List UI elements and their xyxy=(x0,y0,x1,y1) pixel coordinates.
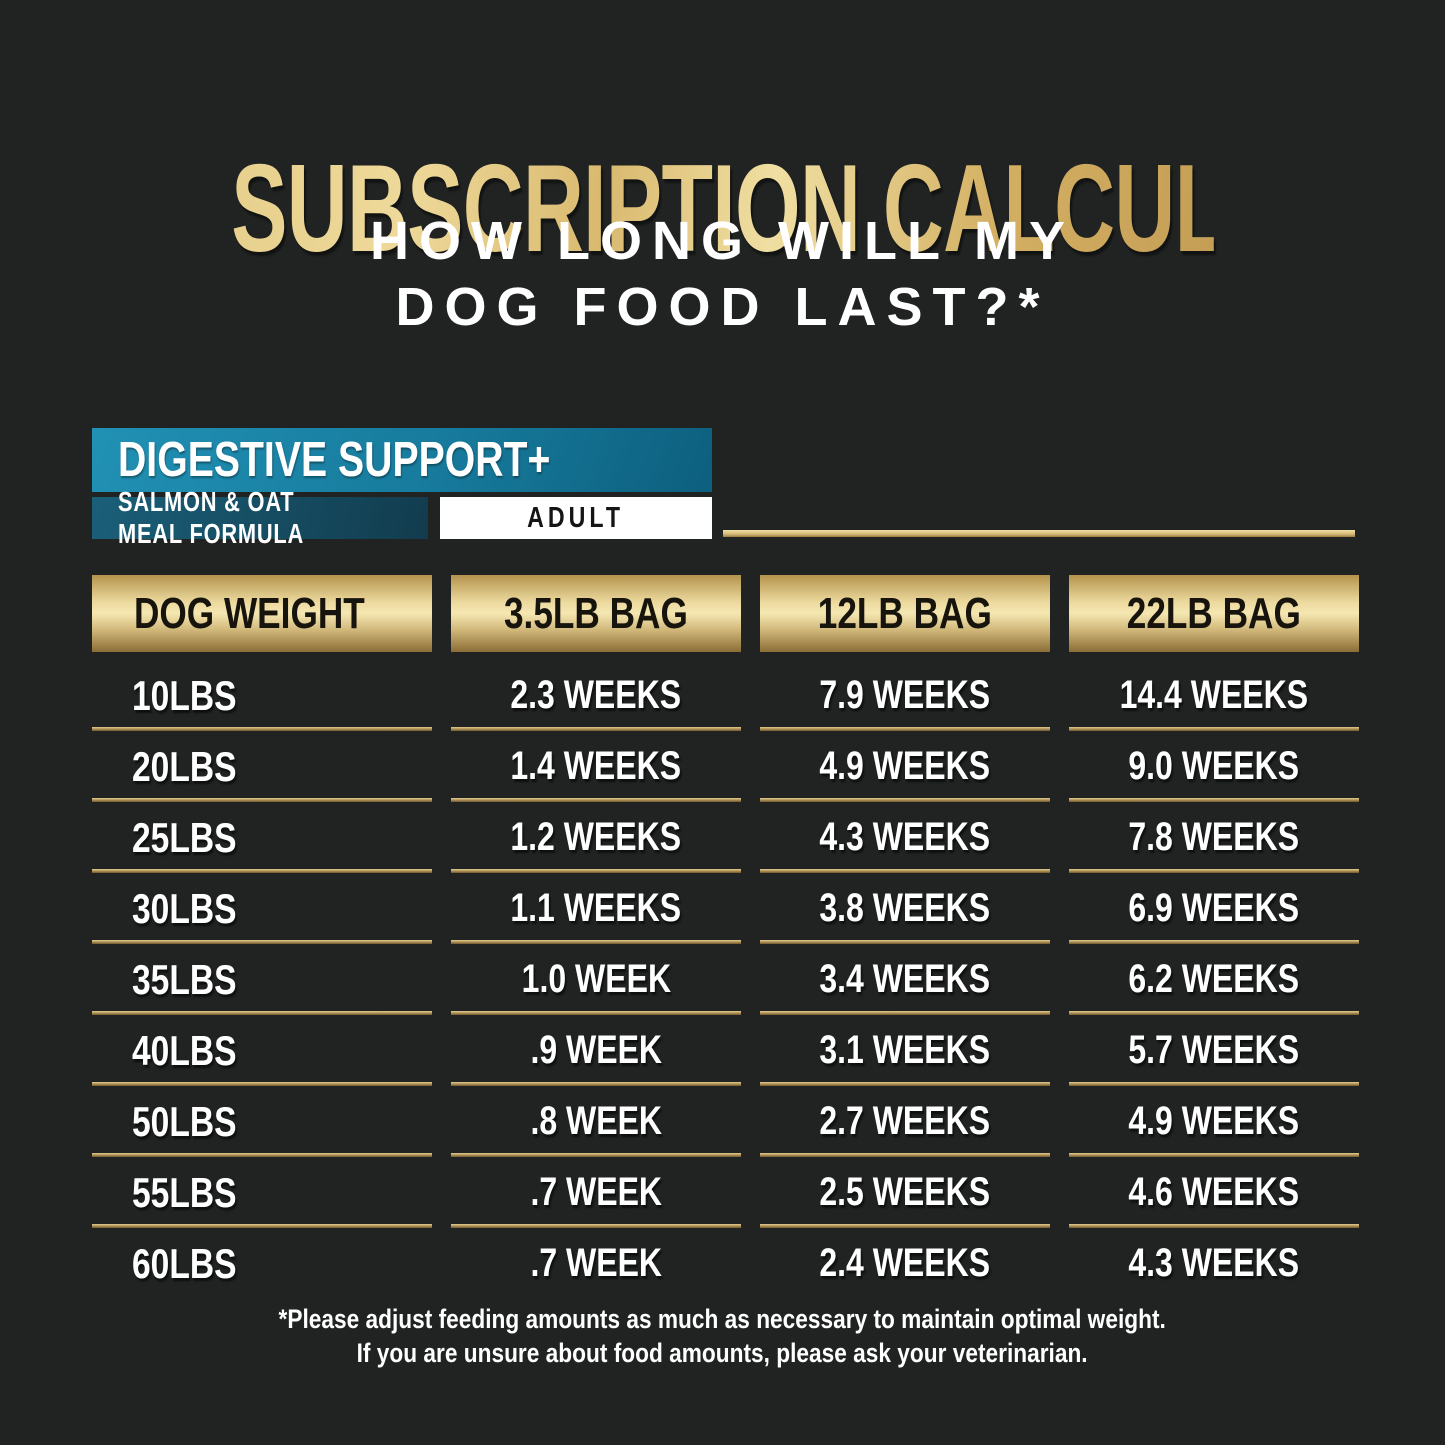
weeks-cell-22lb: 14.4 WEEKS xyxy=(1119,673,1309,717)
header-bag-3-5lb: 3.5LB BAG xyxy=(451,575,741,652)
weeks-cell-3-5lb: 2.3 WEEKS xyxy=(510,673,682,717)
weeks-cell-3-5lb: .7 WEEK xyxy=(530,1241,662,1285)
weeks-cell-12lb: 2.5 WEEKS xyxy=(819,1170,991,1214)
product-banner: DIGESTIVE SUPPORT+ xyxy=(92,428,712,492)
life-stage-label: ADULT xyxy=(527,501,625,534)
table-row: 40LBS .9 WEEK 3.1 WEEKS 5.7 WEEKS xyxy=(92,1015,1359,1086)
dog-weight-cell: 10LBS xyxy=(132,671,237,719)
weeks-cell-22lb: 4.3 WEEKS xyxy=(1128,1241,1300,1285)
footnote-line-1: *Please adjust feeding amounts as much a… xyxy=(278,1304,1167,1334)
dog-weight-cell: 20LBS xyxy=(132,742,237,790)
header-bag-12lb: 12LB BAG xyxy=(760,575,1050,652)
table-row: 20LBS 1.4 WEEKS 4.9 WEEKS 9.0 WEEKS xyxy=(92,731,1359,802)
weeks-cell-12lb: 3.1 WEEKS xyxy=(819,1028,991,1072)
weeks-cell-12lb: 4.9 WEEKS xyxy=(819,744,991,788)
table-row: 50LBS .8 WEEK 2.7 WEEKS 4.9 WEEKS xyxy=(92,1086,1359,1157)
product-name-label: DIGESTIVE SUPPORT+ xyxy=(118,433,551,487)
header-dog-weight-label: DOG WEIGHT xyxy=(134,588,365,638)
dog-weight-cell: 55LBS xyxy=(132,1168,237,1216)
table-row: 10LBS 2.3 WEEKS 7.9 WEEKS 14.4 WEEKS xyxy=(92,660,1359,731)
weeks-cell-12lb: 3.8 WEEKS xyxy=(819,886,991,930)
weeks-cell-22lb: 9.0 WEEKS xyxy=(1128,744,1300,788)
weeks-cell-3-5lb: .8 WEEK xyxy=(530,1099,662,1143)
dog-weight-cell: 25LBS xyxy=(132,813,237,861)
dog-weight-cell: 40LBS xyxy=(132,1026,237,1074)
weeks-cell-3-5lb: 1.2 WEEKS xyxy=(510,815,682,859)
table-row: 60LBS .7 WEEK 2.4 WEEKS 4.3 WEEKS xyxy=(92,1228,1359,1299)
weeks-cell-12lb: 4.3 WEEKS xyxy=(819,815,991,859)
weeks-cell-22lb: 6.2 WEEKS xyxy=(1128,957,1300,1001)
dog-weight-cell: 50LBS xyxy=(132,1097,237,1145)
subtitle-line-1: HOW LONG WILL MY xyxy=(370,211,1075,271)
header-bag-22lb-label: 22LB BAG xyxy=(1126,588,1302,638)
header-bag-22lb: 22LB BAG xyxy=(1069,575,1359,652)
life-stage-badge: ADULT xyxy=(440,497,712,539)
table-row: 35LBS 1.0 WEEK 3.4 WEEKS 6.2 WEEKS xyxy=(92,944,1359,1015)
header-bag-3-5lb-label: 3.5LB BAG xyxy=(504,588,688,638)
weeks-cell-22lb: 5.7 WEEKS xyxy=(1128,1028,1300,1072)
weeks-cell-12lb: 2.4 WEEKS xyxy=(819,1241,991,1285)
footnote-line-2: If you are unsure about food amounts, pl… xyxy=(356,1338,1088,1368)
header-bag-12lb-label: 12LB BAG xyxy=(817,588,993,638)
table-row: 30LBS 1.1 WEEKS 3.8 WEEKS 6.9 WEEKS xyxy=(92,873,1359,944)
weeks-cell-22lb: 4.6 WEEKS xyxy=(1128,1170,1300,1214)
weeks-cell-3-5lb: .7 WEEK xyxy=(530,1170,662,1214)
header-dog-weight: DOG WEIGHT xyxy=(92,575,432,652)
weeks-cell-12lb: 7.9 WEEKS xyxy=(819,673,991,717)
formula-label: SALMON & OAT MEAL FORMULA xyxy=(118,486,305,549)
dog-weight-cell: 60LBS xyxy=(132,1239,237,1287)
weeks-cell-3-5lb: 1.0 WEEK xyxy=(521,957,671,1001)
footnote: *Please adjust feeding amounts as much a… xyxy=(0,1302,1445,1370)
gold-divider-line xyxy=(723,530,1355,537)
table-header-row: DOG WEIGHT 3.5LB BAG 12LB BAG 22LB BAG xyxy=(92,575,1359,652)
weeks-cell-12lb: 3.4 WEEKS xyxy=(819,957,991,1001)
page-subtitle: HOW LONG WILL MY DOG FOOD LAST?* xyxy=(0,208,1445,340)
weeks-cell-12lb: 2.7 WEEKS xyxy=(819,1099,991,1143)
weeks-cell-3-5lb: 1.1 WEEKS xyxy=(510,886,682,930)
weeks-cell-3-5lb: 1.4 WEEKS xyxy=(510,744,682,788)
dog-weight-cell: 35LBS xyxy=(132,955,237,1003)
dog-weight-cell: 30LBS xyxy=(132,884,237,932)
subtitle-line-2: DOG FOOD LAST?* xyxy=(395,277,1050,337)
table-row: 25LBS 1.2 WEEKS 4.3 WEEKS 7.8 WEEKS xyxy=(92,802,1359,873)
weeks-cell-22lb: 7.8 WEEKS xyxy=(1128,815,1300,859)
formula-bar: SALMON & OAT MEAL FORMULA xyxy=(92,486,428,549)
weeks-cell-22lb: 6.9 WEEKS xyxy=(1128,886,1300,930)
weeks-cell-3-5lb: .9 WEEK xyxy=(530,1028,662,1072)
weeks-cell-22lb: 4.9 WEEKS xyxy=(1128,1099,1300,1143)
table-row: 55LBS .7 WEEK 2.5 WEEKS 4.6 WEEKS xyxy=(92,1157,1359,1228)
